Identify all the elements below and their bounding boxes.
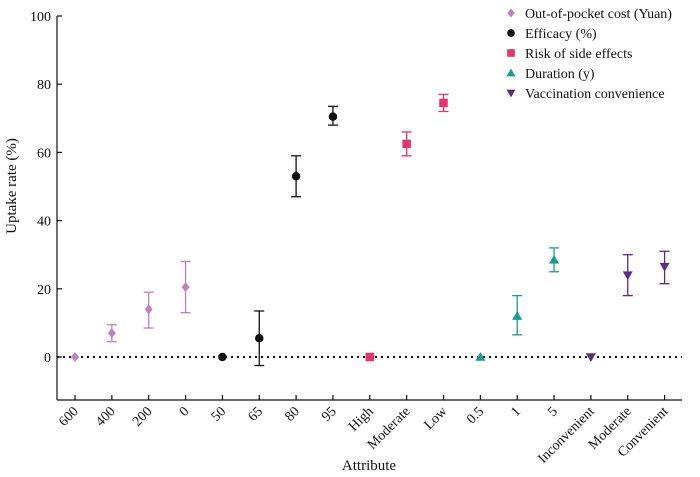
y-tick-label: 0 xyxy=(44,351,51,366)
y-tick-label: 60 xyxy=(37,146,51,161)
legend-label: Out-of-pocket cost (Yuan) xyxy=(525,7,672,22)
y-tick-label: 40 xyxy=(37,215,51,230)
data-point xyxy=(218,352,227,362)
y-ticks: 0 20 40 60 80 100 xyxy=(30,10,62,366)
legend: Out-of-pocket cost (Yuan) Efficacy (%) Ris… xyxy=(506,7,672,102)
error-bars xyxy=(106,93,670,367)
legend-marker xyxy=(506,68,516,77)
x-tick-label: 0 xyxy=(177,404,193,420)
data-point xyxy=(255,333,264,343)
x-tick-label: 400 xyxy=(93,404,118,429)
x-tick-label: Low xyxy=(422,404,451,433)
x-tick-label: 600 xyxy=(56,404,81,429)
data-point xyxy=(512,311,523,320)
data-point xyxy=(71,352,79,362)
data-point xyxy=(328,112,338,121)
x-tick-label: 80 xyxy=(282,404,303,425)
data-point xyxy=(291,172,301,181)
data-point xyxy=(402,139,411,149)
legend-marker xyxy=(507,29,515,37)
x-axis-title: Attribute xyxy=(342,458,396,474)
x-tick-label: 200 xyxy=(130,404,155,429)
legend-marker xyxy=(506,89,516,98)
data-markers xyxy=(71,98,670,362)
legend-label: Vaccination convenience xyxy=(525,87,665,102)
y-tick-label: 100 xyxy=(30,10,51,25)
x-tick-label: 0.5 xyxy=(464,404,487,427)
x-tick-label: 1 xyxy=(508,404,524,420)
x-tick-label: Inconvenient xyxy=(535,404,597,466)
data-point xyxy=(585,353,596,362)
x-tick-label: 95 xyxy=(319,404,340,425)
x-tick-label: 5 xyxy=(545,404,561,420)
y-axis-title: Uptake rate (%) xyxy=(4,138,20,234)
y-tick-label: 20 xyxy=(37,283,51,298)
data-point xyxy=(475,352,486,361)
x-tick-label: 50 xyxy=(209,404,230,425)
data-point xyxy=(144,304,153,315)
data-point xyxy=(659,262,670,272)
data-point xyxy=(439,98,448,108)
data-point xyxy=(622,271,633,281)
data-point xyxy=(107,328,116,339)
x-tick-label: High xyxy=(346,404,376,434)
x-tick-label: 65 xyxy=(246,404,267,425)
data-point xyxy=(365,352,375,362)
legend-marker xyxy=(507,8,515,18)
legend-label: Duration (y) xyxy=(525,67,595,82)
legend-marker xyxy=(507,49,515,57)
data-point xyxy=(549,254,560,264)
legend-label: Risk of side effects xyxy=(525,47,632,62)
data-point xyxy=(181,282,190,293)
y-tick-label: 80 xyxy=(37,78,51,93)
legend-label: Efficacy (%) xyxy=(525,27,597,42)
